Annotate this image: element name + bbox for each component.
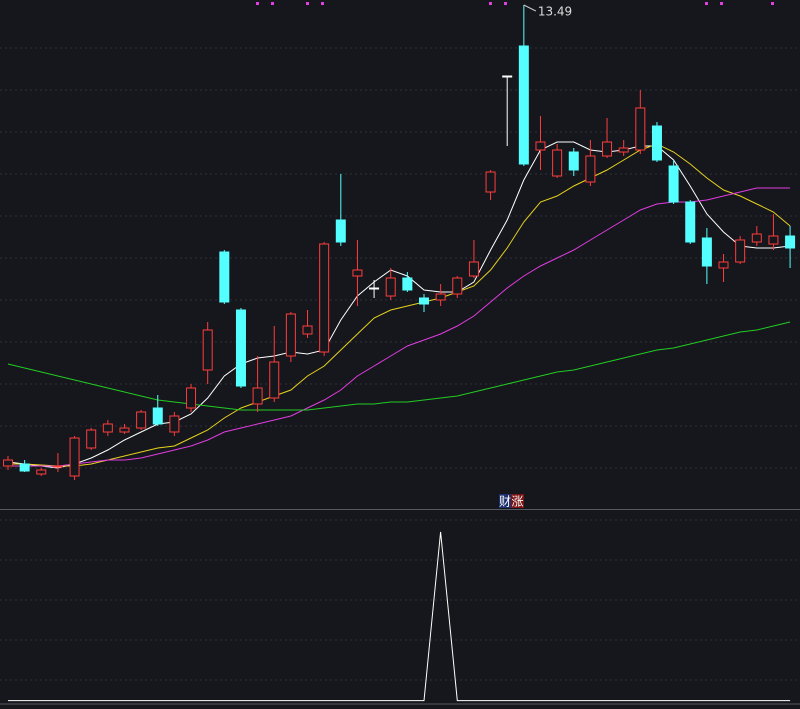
candle-body <box>202 329 213 371</box>
candle-body <box>602 141 613 157</box>
candle-body <box>269 361 280 399</box>
candle-body <box>651 125 662 161</box>
indicator-label: 财 <box>499 495 511 509</box>
candle-body <box>535 141 546 151</box>
annotation-leader <box>523 4 537 12</box>
candle-body <box>435 293 446 301</box>
signal-dots <box>256 2 774 5</box>
candle-body <box>718 261 729 269</box>
candle-body <box>385 277 396 297</box>
candle-body <box>419 297 429 305</box>
candle-body <box>468 261 479 277</box>
candle-body <box>701 237 712 267</box>
candle-body <box>735 239 746 263</box>
candle-body <box>3 459 13 467</box>
indicator-label: 涨 <box>511 494 523 509</box>
candle-body <box>19 463 30 472</box>
candle-body <box>618 147 629 153</box>
moving-average <box>7 321 791 411</box>
indicator-line <box>8 531 791 702</box>
candle-body <box>785 235 796 249</box>
candle-body <box>585 155 596 183</box>
candle-body <box>635 107 646 151</box>
candle-body <box>36 469 47 475</box>
high-price-label: 13.49 <box>538 5 572 19</box>
candle-body <box>485 171 496 193</box>
candle-body <box>518 45 529 165</box>
candle-body <box>352 269 363 277</box>
candle-body <box>552 149 563 177</box>
candle-body <box>302 325 313 335</box>
candle-body <box>668 165 679 203</box>
candle-body <box>69 437 80 477</box>
candle-body <box>369 287 380 290</box>
label-bg <box>499 494 511 508</box>
candle-body <box>502 75 513 78</box>
grid <box>0 47 800 681</box>
candle-body <box>335 219 346 243</box>
candle-body <box>235 309 246 387</box>
candle-body <box>452 277 463 295</box>
candle-body <box>768 235 779 245</box>
candle-body <box>319 243 330 353</box>
candle-body <box>285 313 296 357</box>
candle-body <box>169 415 180 433</box>
candle-body <box>86 429 97 449</box>
candle-body <box>252 387 263 405</box>
candle-body <box>685 201 696 243</box>
candle-body <box>402 277 413 291</box>
candle-body <box>136 411 147 429</box>
moving-average <box>8 187 791 467</box>
candle-body <box>152 407 163 425</box>
candle-body <box>568 151 579 171</box>
candle-body <box>102 423 113 433</box>
candle-body <box>52 465 63 468</box>
label-bg <box>511 494 524 508</box>
candle-body <box>119 427 130 433</box>
candle-body <box>219 251 230 303</box>
candle-body <box>186 387 197 409</box>
candle-body <box>751 233 762 243</box>
